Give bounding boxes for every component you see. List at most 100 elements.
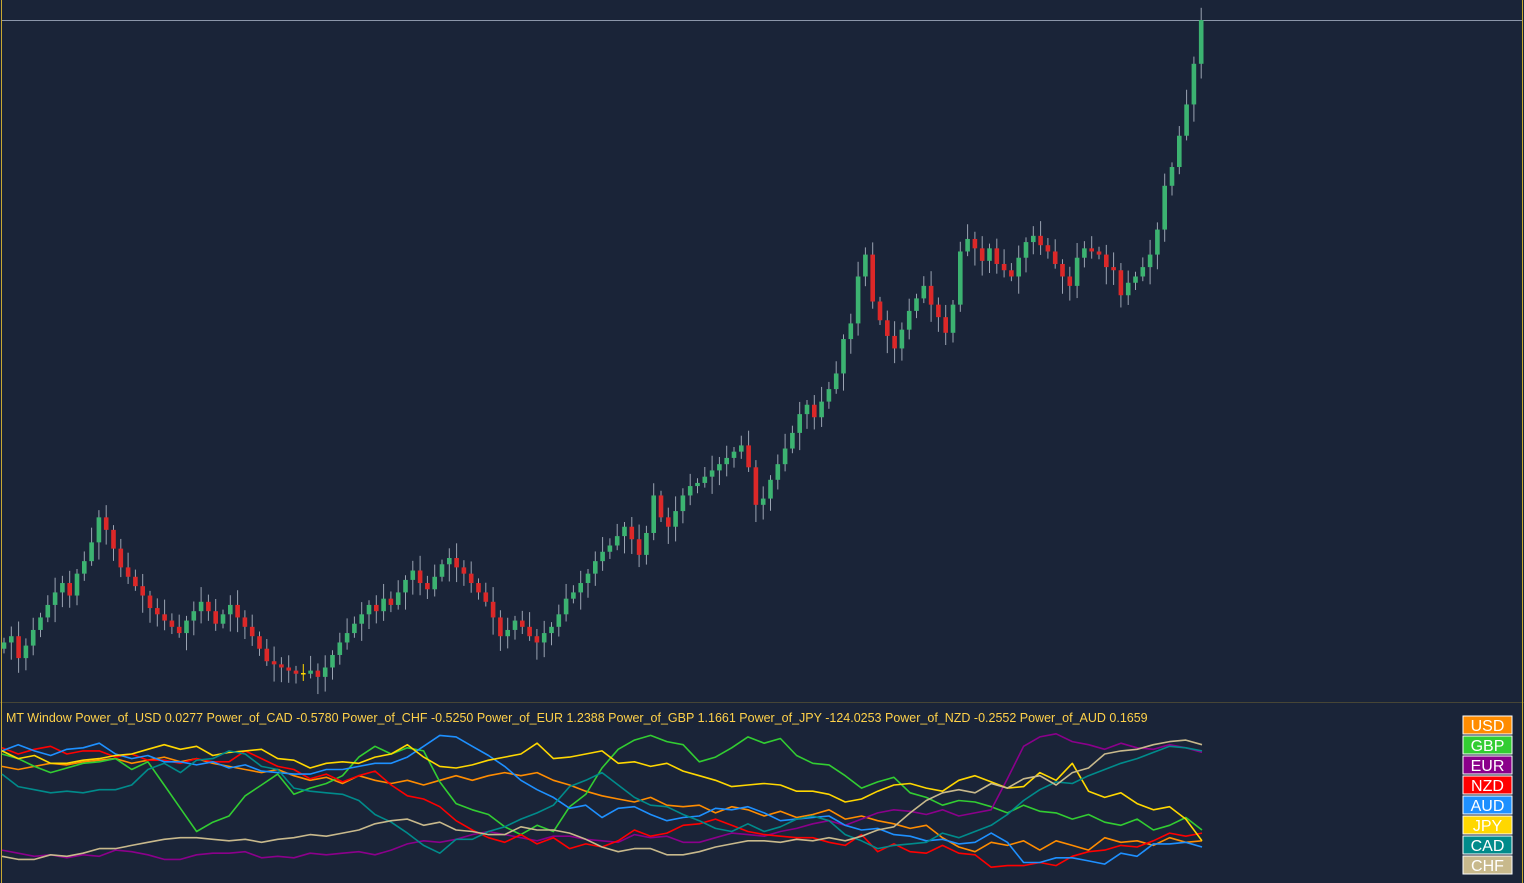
candle-body bbox=[731, 451, 737, 458]
candle-body bbox=[1125, 282, 1131, 296]
candle-body bbox=[658, 495, 664, 518]
price-chart-background bbox=[0, 0, 1524, 703]
candle-body bbox=[206, 601, 211, 612]
candle-body bbox=[1133, 276, 1138, 283]
legend-label: NZD bbox=[1471, 778, 1504, 795]
candle-body bbox=[1140, 267, 1146, 277]
candle-body bbox=[848, 323, 854, 340]
candle-body bbox=[432, 576, 437, 590]
candle-body bbox=[614, 536, 620, 546]
legend-item-gbp: GBP bbox=[1462, 735, 1513, 755]
legend-swatch bbox=[1462, 795, 1513, 815]
candle-body bbox=[45, 604, 51, 618]
candle-body bbox=[651, 495, 656, 533]
candle-body bbox=[877, 301, 883, 321]
indicator-info-readout: MT Window Power_of_USD 0.0277 Power_of_C… bbox=[6, 711, 1148, 725]
candle-body bbox=[826, 389, 832, 402]
candle-body bbox=[666, 517, 671, 527]
price-chart[interactable] bbox=[0, 0, 1524, 703]
candle-body bbox=[746, 445, 751, 468]
legend-swatch bbox=[1462, 835, 1513, 855]
candle-body bbox=[885, 320, 890, 336]
candle-body bbox=[709, 470, 715, 477]
candle-body bbox=[607, 545, 613, 552]
candle-body bbox=[804, 404, 810, 415]
candle-body bbox=[264, 648, 270, 662]
currency-legend: USD GBP EUR NZD AUD JPY CAD CHF bbox=[1462, 715, 1513, 875]
candle-body bbox=[417, 570, 423, 584]
candle-body bbox=[790, 432, 795, 449]
candle-body bbox=[855, 276, 861, 324]
candle-body bbox=[257, 636, 262, 649]
candle-body bbox=[636, 539, 642, 555]
candle-body bbox=[447, 558, 452, 565]
candle-body bbox=[812, 404, 817, 418]
candle-body bbox=[943, 317, 948, 333]
candle-body bbox=[191, 611, 197, 621]
candle-body bbox=[1009, 270, 1014, 277]
candle-body bbox=[724, 457, 729, 465]
candle-body bbox=[549, 626, 554, 634]
legend-label: JPY bbox=[1473, 818, 1503, 835]
candle-body bbox=[308, 670, 313, 674]
candle-body bbox=[972, 238, 978, 249]
legend-item-nzd: NZD bbox=[1462, 775, 1513, 795]
candle-body bbox=[82, 561, 87, 574]
candle-body bbox=[505, 629, 510, 637]
legend-swatch bbox=[1462, 855, 1513, 875]
legend-label: USD bbox=[1471, 718, 1505, 735]
candle-body bbox=[768, 479, 773, 499]
candle-body bbox=[23, 645, 29, 659]
price-chart-svg bbox=[0, 0, 1524, 703]
candle-body bbox=[833, 373, 839, 390]
legend-label: GBP bbox=[1471, 738, 1505, 755]
candle-body bbox=[1184, 104, 1189, 136]
candle-body bbox=[702, 476, 708, 483]
candle-body bbox=[680, 495, 686, 512]
candle-body bbox=[9, 636, 14, 643]
candle-body bbox=[571, 592, 576, 599]
candle-body bbox=[1074, 257, 1080, 286]
candle-body bbox=[1177, 135, 1182, 168]
candle-body bbox=[403, 579, 408, 593]
candle-body bbox=[527, 626, 532, 637]
candle-body bbox=[330, 654, 335, 668]
candle-body bbox=[111, 529, 116, 549]
candle-body bbox=[1198, 20, 1204, 64]
candle-body bbox=[1118, 270, 1124, 296]
legend-label: AUD bbox=[1471, 798, 1505, 815]
candle-body bbox=[301, 672, 306, 675]
strength-line-chf bbox=[1, 739, 1203, 861]
candle-body bbox=[928, 285, 934, 305]
candle-body bbox=[235, 604, 240, 618]
legend-item-aud: AUD bbox=[1462, 795, 1513, 815]
candle-body bbox=[1060, 263, 1065, 277]
legend-item-eur: EUR bbox=[1462, 755, 1513, 775]
candle-body bbox=[169, 620, 175, 627]
candle-body bbox=[1031, 235, 1036, 243]
legend-label: EUR bbox=[1471, 758, 1505, 775]
candle-body bbox=[381, 598, 386, 612]
candle-body bbox=[899, 329, 905, 349]
currency-strength-panel[interactable]: MT Window Power_of_USD 0.0277 Power_of_C… bbox=[0, 703, 1524, 883]
candle-body bbox=[74, 573, 80, 596]
candle-body bbox=[1104, 254, 1109, 268]
indicator-background bbox=[0, 703, 1524, 883]
strength-line-aud bbox=[1, 734, 1203, 865]
legend-swatch bbox=[1462, 775, 1513, 795]
candle-body bbox=[1, 642, 7, 649]
legend-swatch bbox=[1462, 715, 1513, 735]
candle-body bbox=[520, 620, 525, 627]
candle-body bbox=[600, 551, 605, 562]
candle-body bbox=[979, 248, 985, 261]
currency-strength-svg: MT Window Power_of_USD 0.0277 Power_of_C… bbox=[0, 703, 1524, 883]
candle-body bbox=[89, 542, 94, 562]
candle-body bbox=[1001, 263, 1007, 271]
candle-body bbox=[1089, 248, 1094, 252]
legend-item-jpy: JPY bbox=[1462, 815, 1513, 835]
candle-body bbox=[841, 339, 846, 374]
candle-body bbox=[760, 498, 766, 505]
candle-body bbox=[936, 304, 941, 318]
candle-body bbox=[906, 310, 912, 330]
candle-body bbox=[147, 595, 153, 609]
